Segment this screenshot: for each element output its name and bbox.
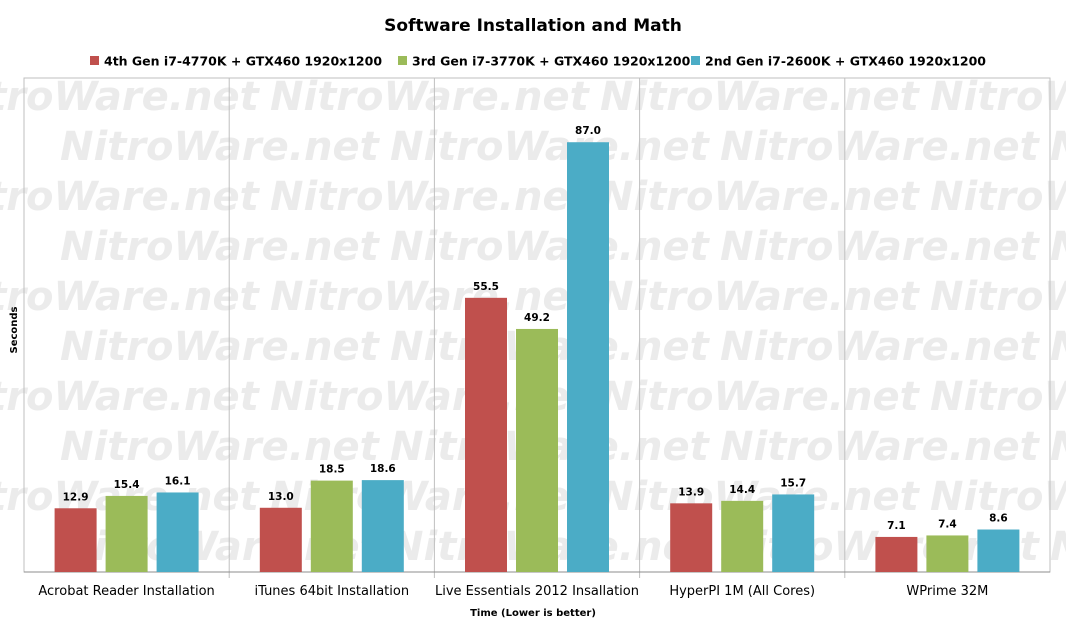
data-label: 18.6: [370, 463, 396, 475]
watermark-text: NitroWare.net: [60, 324, 381, 370]
watermark-text: NitroWare.net: [270, 74, 591, 120]
bar: [361, 480, 404, 572]
watermark-text: NitroWare.net: [600, 374, 921, 420]
watermark-text: NitroWare.net: [1050, 424, 1066, 470]
watermark-text: NitroWare.net: [1050, 324, 1066, 370]
bar: [259, 507, 302, 572]
category-label: HyperPI 1M (All Cores): [669, 584, 815, 599]
watermark-text: NitroWare.net: [270, 274, 591, 320]
bar: [105, 495, 148, 572]
watermark-text: NitroWare.net: [270, 174, 591, 220]
bar: [516, 328, 558, 572]
watermark-text: NitroWare.net: [60, 224, 381, 270]
data-label: 55.5: [473, 281, 499, 293]
data-label: 12.9: [63, 491, 89, 503]
data-label: 18.5: [319, 464, 345, 476]
chart-title: Software Installation and Math: [384, 16, 682, 36]
bar: [465, 297, 507, 572]
watermark-text: NitroWare.net: [1050, 524, 1066, 570]
category-label: Acrobat Reader Installation: [38, 584, 214, 599]
bar: [977, 529, 1020, 572]
watermark-text: NitroWare.net: [390, 224, 711, 270]
watermark-text: NitroWare.net: [0, 274, 261, 320]
x-axis-title: Time (Lower is better): [470, 608, 596, 619]
data-label: 49.2: [524, 312, 550, 324]
bar: [875, 536, 918, 572]
category-labels-layer: Acrobat Reader Installation iTunes 64bit …: [38, 584, 988, 599]
legend-label: 2nd Gen i7-2600K + GTX460 1920x1200: [705, 54, 986, 69]
bar: [772, 494, 815, 572]
data-label: 8.6: [989, 513, 1008, 525]
bar: [670, 503, 713, 572]
watermark-text: NitroWare.net: [720, 124, 1041, 170]
data-label: 87.0: [575, 125, 601, 137]
watermark-text: NitroWare.net: [930, 374, 1066, 420]
watermark-text: NitroWare.net: [600, 174, 921, 220]
legend: 4th Gen i7-4770K + GTX460 1920x1200 3rd G…: [90, 54, 986, 69]
category-label: WPrime 32M: [906, 584, 988, 599]
watermark-text: NitroWare.net: [60, 124, 381, 170]
category-label: iTunes 64bit Installation: [254, 584, 409, 599]
legend-label: 4th Gen i7-4770K + GTX460 1920x1200: [104, 54, 382, 69]
data-labels-layer: 12.9 15.4 16.1 13.0 18.5 18.6 55.5 49.2 87.0 13.9…: [63, 125, 1008, 532]
watermark-text: NitroWare.net: [720, 324, 1041, 370]
data-label: 14.4: [729, 484, 755, 496]
watermark-text: NitroWare.net: [0, 374, 261, 420]
watermark-text: NitroWare.net: [600, 74, 921, 120]
watermark-text: NitroWare.net: [720, 424, 1041, 470]
y-axis-title: Seconds: [9, 306, 20, 353]
legend-swatch: [691, 56, 700, 65]
watermark-text: NitroWare.net: [930, 474, 1066, 520]
watermark-text: NitroWare.net: [930, 274, 1066, 320]
bars-layer: [54, 142, 1020, 572]
bar: [721, 500, 764, 572]
bar: [926, 535, 969, 572]
legend-swatch: [90, 56, 99, 65]
watermark-text: NitroWare.net: [930, 174, 1066, 220]
watermark-text: NitroWare.net: [930, 74, 1066, 120]
watermark-text: NitroWare.net: [720, 224, 1041, 270]
bar: [156, 492, 199, 572]
data-label: 15.7: [780, 477, 806, 489]
watermark-text: NitroWare.net: [60, 424, 381, 470]
bar: [54, 508, 97, 572]
legend-swatch: [398, 56, 407, 65]
data-label: 7.1: [887, 520, 906, 532]
legend-label: 3rd Gen i7-3770K + GTX460 1920x1200: [412, 54, 691, 69]
watermark-text: NitroWare.net: [0, 74, 261, 120]
data-label: 7.4: [938, 518, 957, 530]
data-label: 16.1: [165, 475, 191, 487]
watermark-text: NitroWare.net: [1050, 124, 1066, 170]
bar: [567, 142, 609, 572]
bar: [310, 480, 353, 572]
watermark-text: NitroWare.net: [0, 174, 261, 220]
data-label: 13.9: [678, 486, 704, 498]
data-label: 15.4: [114, 479, 140, 491]
data-label: 13.0: [268, 491, 294, 503]
watermark-text: NitroWare.net: [600, 274, 921, 320]
category-label: Live Essentials 2012 Insallation: [435, 584, 639, 599]
watermark-text: NitroWare.net: [390, 124, 711, 170]
watermark-text: NitroWare.net: [1050, 224, 1066, 270]
